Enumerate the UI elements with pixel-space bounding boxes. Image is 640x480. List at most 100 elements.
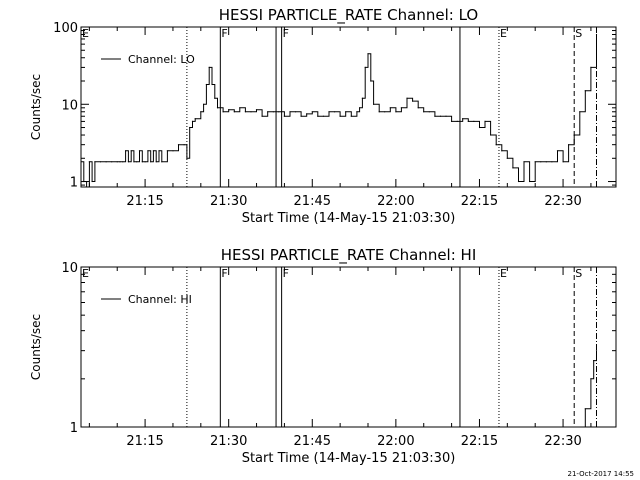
data-point bbox=[222, 111, 224, 113]
data-point bbox=[370, 80, 372, 82]
data-point bbox=[529, 180, 531, 183]
data-point bbox=[150, 161, 152, 163]
data-point bbox=[189, 126, 191, 129]
data-point bbox=[517, 180, 520, 183]
data-point bbox=[595, 350, 598, 352]
data-point bbox=[233, 111, 235, 113]
legend-label: Channel: LO bbox=[128, 53, 195, 66]
marker-label: S bbox=[575, 267, 582, 280]
data-point bbox=[478, 126, 481, 129]
data-point bbox=[334, 111, 336, 113]
y-tick-label: 1 bbox=[70, 421, 78, 436]
data-point bbox=[136, 161, 138, 163]
data-point bbox=[339, 115, 341, 117]
data-point bbox=[595, 33, 598, 36]
marker-label: E bbox=[500, 267, 507, 280]
data-point bbox=[86, 188, 87, 189]
footer-date: 21-Oct-2017 14:55 bbox=[567, 470, 634, 478]
data-point bbox=[490, 134, 492, 136]
marker-label: E bbox=[500, 27, 507, 40]
chart-title: HESSI PARTICLE_RATE Channel: HI bbox=[221, 246, 477, 265]
data-point bbox=[545, 161, 547, 163]
data-point bbox=[439, 115, 442, 117]
y-tick-label: 10 bbox=[61, 261, 78, 276]
data-point bbox=[99, 161, 102, 163]
data-point bbox=[501, 150, 503, 152]
y-axis-label: Counts/sec bbox=[29, 314, 43, 380]
marker-label: F bbox=[283, 27, 289, 40]
data-point bbox=[584, 408, 586, 410]
data-point bbox=[239, 107, 241, 109]
series-line bbox=[81, 34, 597, 187]
y-tick-label: 100 bbox=[53, 21, 78, 36]
data-point bbox=[147, 150, 149, 152]
data-point bbox=[261, 115, 263, 117]
legend-label: Channel: HI bbox=[128, 293, 192, 306]
data-point bbox=[200, 111, 202, 113]
data-point bbox=[289, 111, 291, 113]
data-point bbox=[328, 111, 330, 113]
data-point bbox=[183, 144, 185, 146]
data-point bbox=[350, 115, 352, 117]
data-point bbox=[568, 144, 570, 146]
data-point bbox=[88, 161, 90, 163]
data-point bbox=[562, 161, 564, 163]
data-point bbox=[155, 161, 157, 163]
data-point bbox=[311, 111, 313, 113]
data-point bbox=[423, 111, 425, 113]
data-point bbox=[211, 83, 213, 86]
data-point bbox=[378, 111, 380, 113]
x-tick-label: 22:30 bbox=[544, 194, 581, 209]
data-point bbox=[122, 161, 124, 163]
data-point bbox=[94, 161, 96, 163]
data-point bbox=[91, 180, 93, 183]
data-point bbox=[119, 161, 121, 163]
data-point bbox=[456, 120, 458, 122]
data-point bbox=[593, 360, 595, 362]
data-point bbox=[214, 97, 216, 99]
data-point bbox=[506, 157, 508, 159]
x-tick-label: 22:00 bbox=[377, 434, 414, 449]
x-tick-label: 22:15 bbox=[461, 434, 498, 449]
data-point bbox=[540, 161, 542, 163]
data-point bbox=[359, 107, 361, 109]
data-point bbox=[158, 150, 160, 152]
data-point bbox=[364, 66, 366, 68]
data-point bbox=[186, 157, 188, 159]
data-point bbox=[138, 150, 141, 152]
y-axis-label: Counts/sec bbox=[29, 74, 43, 140]
marker-label: F bbox=[283, 267, 289, 280]
data-point bbox=[484, 120, 486, 122]
data-point bbox=[523, 161, 525, 163]
data-point bbox=[590, 66, 592, 68]
data-point bbox=[367, 53, 369, 55]
marker-label: F bbox=[221, 27, 227, 40]
x-tick-label: 22:00 bbox=[377, 194, 414, 209]
data-point bbox=[445, 115, 447, 117]
data-point bbox=[434, 115, 436, 117]
data-point bbox=[172, 150, 174, 152]
plot-frame bbox=[80, 26, 617, 188]
data-point bbox=[130, 150, 132, 152]
data-point bbox=[373, 103, 375, 105]
data-point bbox=[166, 150, 168, 152]
data-point bbox=[244, 111, 246, 113]
data-point bbox=[133, 161, 135, 163]
chart-title: HESSI PARTICLE_RATE Channel: LO bbox=[219, 6, 478, 25]
data-point bbox=[203, 103, 205, 105]
x-tick-label: 22:15 bbox=[461, 194, 498, 209]
data-point bbox=[295, 111, 297, 113]
data-point bbox=[317, 115, 319, 117]
data-point bbox=[177, 144, 180, 146]
data-point bbox=[272, 111, 274, 113]
x-tick-label: 22:30 bbox=[544, 434, 581, 449]
data-point bbox=[205, 83, 207, 86]
data-point bbox=[534, 161, 536, 163]
data-point bbox=[228, 109, 230, 111]
marker-label: S bbox=[575, 27, 582, 40]
data-point bbox=[216, 107, 219, 109]
data-point bbox=[590, 378, 592, 380]
x-tick-label: 21:15 bbox=[126, 434, 163, 449]
data-point bbox=[584, 90, 586, 92]
data-point bbox=[406, 97, 408, 99]
